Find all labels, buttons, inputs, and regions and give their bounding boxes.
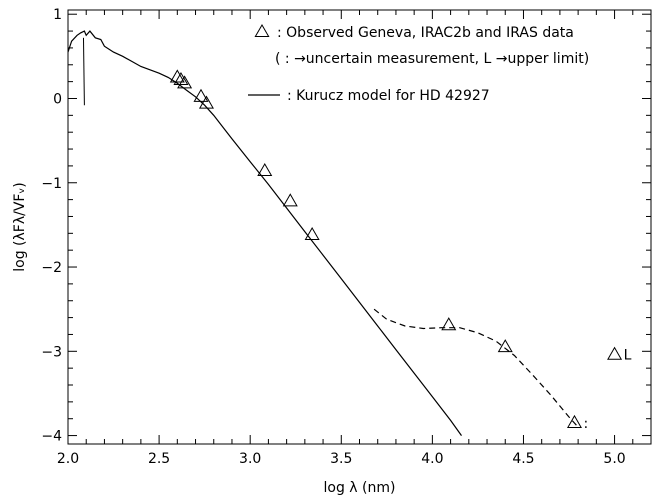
y-tick-label: −4 bbox=[41, 429, 62, 445]
observed-data-point bbox=[257, 162, 273, 177]
infrared-excess-dashed-line bbox=[373, 308, 579, 428]
observed-data-point bbox=[441, 317, 457, 331]
legend-note-label: ( : →uncertain measurement, L →upper lim… bbox=[275, 51, 589, 67]
kurucz-model-line bbox=[67, 30, 462, 436]
observed-data-point bbox=[173, 71, 189, 85]
y-tick-label: −1 bbox=[41, 176, 62, 192]
y-axis-label: log (λFλ/VFᵥ) bbox=[12, 182, 28, 272]
model-absorption-feature bbox=[82, 37, 85, 106]
y-tick-label: −3 bbox=[41, 344, 62, 360]
x-axis-label: log λ (nm) bbox=[324, 480, 396, 496]
legend-model-label: : Kurucz model for HD 42927 bbox=[287, 88, 490, 104]
y-tick-label: 0 bbox=[53, 91, 62, 107]
x-tick-label: 4.5 bbox=[512, 451, 534, 467]
observed-data-point bbox=[177, 75, 193, 89]
x-tick-label: 5.0 bbox=[603, 451, 625, 467]
observed-data-point bbox=[304, 227, 320, 241]
x-tick-label: 4.0 bbox=[421, 451, 443, 467]
x-tick-label: 2.0 bbox=[57, 451, 79, 467]
observed-data-point bbox=[497, 339, 513, 353]
data-point-flag: : bbox=[583, 416, 588, 432]
legend-observed-label: : Observed Geneva, IRAC2b and IRAS data bbox=[277, 25, 574, 41]
observed-data-point bbox=[169, 69, 185, 83]
y-tick-label: −2 bbox=[41, 260, 62, 276]
legend-triangle-symbol bbox=[254, 23, 270, 38]
observed-data-point bbox=[198, 95, 214, 109]
observed-data-point bbox=[566, 414, 582, 428]
observed-data-point bbox=[193, 88, 209, 102]
observed-data-point bbox=[282, 193, 298, 207]
x-tick-label: 2.5 bbox=[148, 451, 170, 467]
plot-frame bbox=[67, 9, 652, 445]
data-point-flag: L bbox=[624, 348, 632, 364]
x-tick-label: 3.5 bbox=[330, 451, 352, 467]
x-tick-label: 3.0 bbox=[239, 451, 261, 467]
y-tick-label: 1 bbox=[53, 7, 62, 23]
observed-data-point bbox=[607, 346, 623, 360]
